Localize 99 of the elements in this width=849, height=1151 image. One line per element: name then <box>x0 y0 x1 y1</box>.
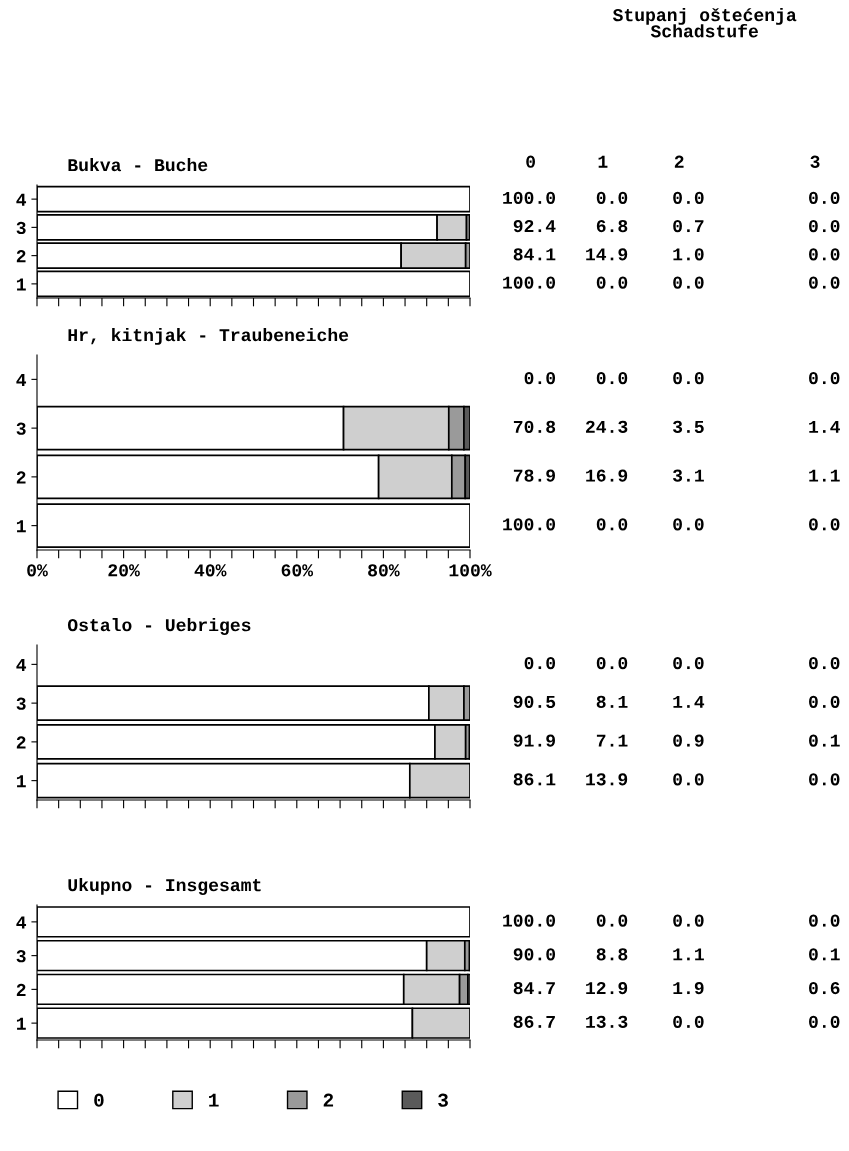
chart-title: Ostalo - Uebriges <box>67 618 251 635</box>
data-label: 0.0 <box>673 914 704 927</box>
data-label: 8.1 <box>596 695 628 708</box>
data-label: 0.0 <box>596 276 628 289</box>
data-label: 0.0 <box>809 248 840 261</box>
data-label: 86.7 <box>513 1015 555 1028</box>
data-label: 92.4 <box>513 219 556 233</box>
data-label: 7.1 <box>596 734 628 747</box>
x-tick-label: 40% <box>194 564 227 577</box>
data-label: 1.4 <box>809 420 840 433</box>
y-tick-label: 1 <box>16 520 26 533</box>
x-tick-label: 20% <box>108 564 140 577</box>
legend-label: 0 <box>94 1093 104 1107</box>
chart-title: Ukupno - Insgesamt <box>68 878 261 895</box>
data-label: 0.0 <box>673 773 704 786</box>
data-label: 0.0 <box>673 276 704 289</box>
y-tick-label: 2 <box>16 471 26 484</box>
data-label: 0.0 <box>596 371 628 385</box>
text: 0 <box>526 155 535 168</box>
data-label: 0.0 <box>524 371 556 385</box>
data-label: 0.0 <box>809 219 840 233</box>
y-tick-label: 4 <box>16 916 27 929</box>
text: 3 <box>810 155 820 168</box>
data-label: 0.0 <box>809 371 840 385</box>
y-tick-label: 2 <box>16 983 26 996</box>
data-label: 84.7 <box>513 981 555 995</box>
data-label: 0.0 <box>673 518 704 531</box>
y-tick-label: 4 <box>16 193 27 206</box>
text: 2 <box>674 155 684 168</box>
data-label: 70.8 <box>513 420 556 433</box>
x-tick-label: 100% <box>449 564 492 577</box>
data-label: 8.8 <box>596 948 628 961</box>
data-label: 100.0 <box>503 914 556 927</box>
y-tick-label: 3 <box>16 697 26 710</box>
data-label: 0.0 <box>673 371 704 385</box>
y-tick-label: 4 <box>16 374 27 386</box>
data-label: 3.1 <box>672 469 704 482</box>
y-tick-label: 1 <box>16 278 26 291</box>
data-label: 84.1 <box>513 248 556 261</box>
data-label: 78.9 <box>513 469 556 482</box>
data-label: 3.5 <box>672 420 704 433</box>
text: 1 <box>598 155 608 168</box>
data-label: 0.7 <box>673 219 704 233</box>
data-label: 6.8 <box>596 219 628 233</box>
data-label: 1.1 <box>809 469 840 482</box>
x-tick-label: 0% <box>27 564 48 577</box>
data-label: 1.0 <box>673 248 704 261</box>
data-label: 0.6 <box>809 981 840 995</box>
legend-label: 2 <box>323 1093 334 1107</box>
data-label: 24.3 <box>586 420 628 433</box>
data-label: 12.9 <box>586 981 628 995</box>
data-label: 0.0 <box>809 656 840 670</box>
y-tick-label: 2 <box>16 736 26 749</box>
data-label: 0.1 <box>809 948 840 961</box>
data-label: 0.0 <box>809 1015 840 1028</box>
chart-title: Bukva - Buche <box>68 158 208 172</box>
y-tick-label: 3 <box>16 422 26 435</box>
data-label: 0.0 <box>596 191 628 204</box>
legend-label: 1 <box>209 1093 219 1107</box>
data-label: 0.0 <box>809 914 840 927</box>
data-label: 16.9 <box>586 469 628 482</box>
text: Stupanj oštećenja Schadstufe <box>612 8 797 38</box>
y-tick-label: 2 <box>16 250 26 263</box>
data-label: 0.9 <box>673 734 704 747</box>
data-label: 0.0 <box>673 656 704 670</box>
data-label: 0.0 <box>596 656 628 670</box>
data-label: 0.0 <box>596 518 628 531</box>
y-tick-label: 1 <box>16 1017 26 1030</box>
data-label: 0.0 <box>673 191 704 204</box>
data-label: 0.0 <box>809 695 840 708</box>
data-label: 0.0 <box>524 656 556 670</box>
data-label: 0.0 <box>809 518 840 531</box>
y-tick-label: 3 <box>16 221 26 235</box>
data-label: 90.5 <box>513 695 556 708</box>
data-label: 100.0 <box>503 191 556 204</box>
data-label: 100.0 <box>503 276 556 289</box>
x-tick-label: 60% <box>281 564 314 577</box>
data-label: 0.0 <box>809 773 840 786</box>
data-label: 13.3 <box>586 1015 628 1028</box>
y-tick-label: 1 <box>16 775 26 788</box>
data-label: 0.0 <box>809 276 840 289</box>
data-label: 86.1 <box>513 773 556 786</box>
data-label: 0.0 <box>809 191 840 204</box>
data-label: 90.0 <box>513 948 556 961</box>
data-label: 14.9 <box>586 248 628 261</box>
data-label: 0.0 <box>673 1015 704 1028</box>
chart-title: Hr, kitnjak - Traubeneiche <box>68 328 349 345</box>
data-label: 1.4 <box>673 695 705 708</box>
data-label: 0.1 <box>809 734 840 747</box>
data-label: 1.1 <box>673 948 704 961</box>
x-tick-label: 80% <box>368 564 400 577</box>
data-label: 100.0 <box>503 518 556 531</box>
y-tick-label: 4 <box>16 659 27 671</box>
legend-label: 3 <box>438 1093 448 1107</box>
data-label: 91.9 <box>513 734 556 747</box>
data-label: 0.0 <box>596 914 628 927</box>
y-tick-label: 3 <box>16 950 26 963</box>
data-label: 1.9 <box>673 981 704 995</box>
data-label: 13.9 <box>586 773 628 786</box>
